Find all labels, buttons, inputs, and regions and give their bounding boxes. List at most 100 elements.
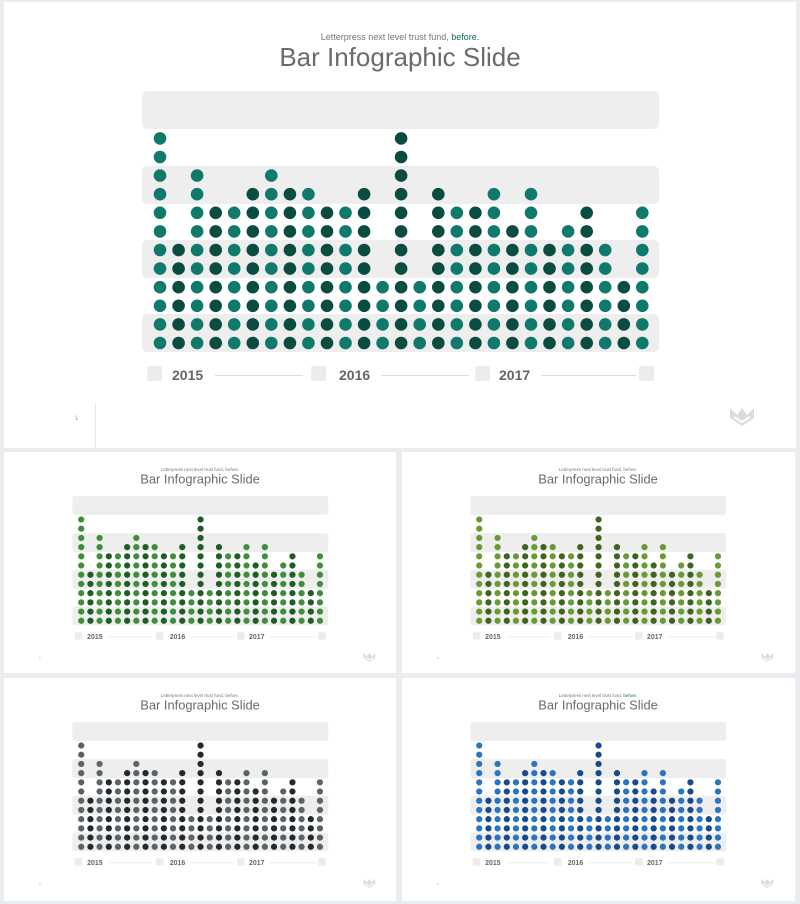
chart-dot	[485, 843, 492, 850]
chart-dot	[265, 262, 278, 275]
chart-dot	[124, 590, 131, 597]
chart-dot	[476, 806, 483, 814]
chart-dot	[613, 599, 621, 606]
chart-dot	[96, 770, 103, 777]
chart-dot	[561, 225, 575, 238]
chart-dot	[394, 169, 408, 182]
chart-dot	[339, 243, 352, 257]
chart-dot	[197, 534, 204, 542]
chart-dot	[432, 225, 445, 238]
chart-dot	[307, 825, 314, 832]
chart-dot	[357, 243, 371, 257]
chart-dot	[503, 580, 510, 588]
chart-dot	[577, 825, 584, 832]
chart-dot	[339, 280, 352, 294]
chart-dot	[252, 816, 259, 823]
chart-dot	[96, 825, 103, 832]
chart-dot	[96, 544, 103, 551]
year-label-2016: 2016	[339, 367, 371, 383]
chart-dot	[270, 816, 278, 823]
chart-dot	[522, 562, 529, 569]
chart-dot	[243, 617, 250, 624]
chart-dot	[151, 825, 158, 832]
chart-dot	[188, 834, 195, 841]
slide-olive[interactable]: Letterpress next level trust fund, befor…	[402, 452, 795, 673]
slide-green[interactable]: Letterpress next level trust fund, befor…	[4, 452, 396, 673]
chart-dot	[153, 169, 167, 182]
chart-dot	[558, 779, 566, 786]
slide-blue[interactable]: Letterpress next level trust fund, befor…	[402, 678, 795, 901]
chart-dot	[506, 243, 519, 257]
chart-dot	[188, 825, 195, 832]
chart-dot	[206, 843, 213, 850]
chart-dot	[96, 779, 103, 786]
chart-dot	[316, 834, 324, 841]
chart-dot	[476, 617, 483, 624]
year-label-2017: 2017	[647, 858, 663, 867]
chart-dot	[87, 806, 94, 814]
leaf-logo-icon	[761, 652, 774, 662]
chart-dot	[124, 843, 131, 850]
chart-dot	[577, 571, 584, 578]
chart-dot	[485, 599, 492, 606]
chart-dot	[209, 336, 222, 350]
chart-dot	[105, 580, 112, 588]
chart-dot	[234, 617, 241, 624]
chart-dot	[298, 797, 305, 804]
chart-dot	[142, 806, 149, 814]
chart-dot	[280, 580, 287, 588]
chart-dot	[577, 580, 584, 588]
chart-dot	[234, 580, 241, 588]
chart-dot	[215, 816, 223, 823]
chart-dot	[450, 225, 464, 238]
chart-dot	[476, 562, 483, 569]
chart-dot	[503, 571, 510, 578]
chart-dot	[87, 816, 94, 823]
chart-dot	[476, 834, 483, 841]
chart-dot	[96, 816, 103, 823]
chart-dot	[678, 617, 685, 624]
chart-dot	[160, 571, 168, 578]
chart-dot	[580, 280, 593, 294]
chart-dot	[394, 318, 408, 331]
chart-dot	[302, 299, 315, 313]
chart-dot	[283, 336, 297, 350]
chart-dot	[339, 336, 352, 350]
leaf-logo-icon	[363, 652, 376, 662]
chart-dot	[87, 797, 94, 804]
chart-dot	[261, 608, 268, 615]
chart-dot	[78, 788, 85, 795]
chart-dot	[540, 590, 547, 597]
chart-dot	[485, 797, 492, 804]
chart-dot	[302, 187, 315, 201]
chart-dot	[197, 742, 204, 749]
chart-dot	[188, 617, 195, 624]
chart-dot	[632, 571, 639, 578]
chart-dot	[105, 553, 112, 560]
chart-dot	[598, 299, 612, 313]
chart-dot	[302, 336, 315, 350]
chart-dot	[124, 580, 131, 588]
chart-dot	[476, 760, 483, 768]
chart-dot	[487, 299, 501, 313]
chart-dot	[623, 580, 630, 588]
chart-dot	[531, 760, 538, 768]
chart-dot	[215, 788, 223, 795]
chart-dot	[153, 150, 167, 164]
chart-dot	[114, 571, 122, 578]
slide-teal[interactable]: Letterpress next level trust fund, befor…	[4, 2, 796, 448]
slide-gray[interactable]: Letterpress next level trust fund, befor…	[4, 678, 396, 901]
chart-dot	[289, 843, 296, 850]
chart-dot	[636, 225, 649, 238]
chart-dot	[476, 590, 483, 597]
chart-dot	[524, 318, 538, 331]
chart-dot	[632, 806, 639, 814]
chart-dot	[595, 516, 602, 523]
chart-dot	[678, 797, 685, 804]
chart-dot	[246, 187, 260, 201]
chart-dot	[678, 580, 685, 588]
chart-dot	[659, 816, 666, 823]
chart-dot	[580, 336, 593, 350]
chart-dot	[512, 788, 520, 795]
chart-dot	[632, 816, 639, 823]
